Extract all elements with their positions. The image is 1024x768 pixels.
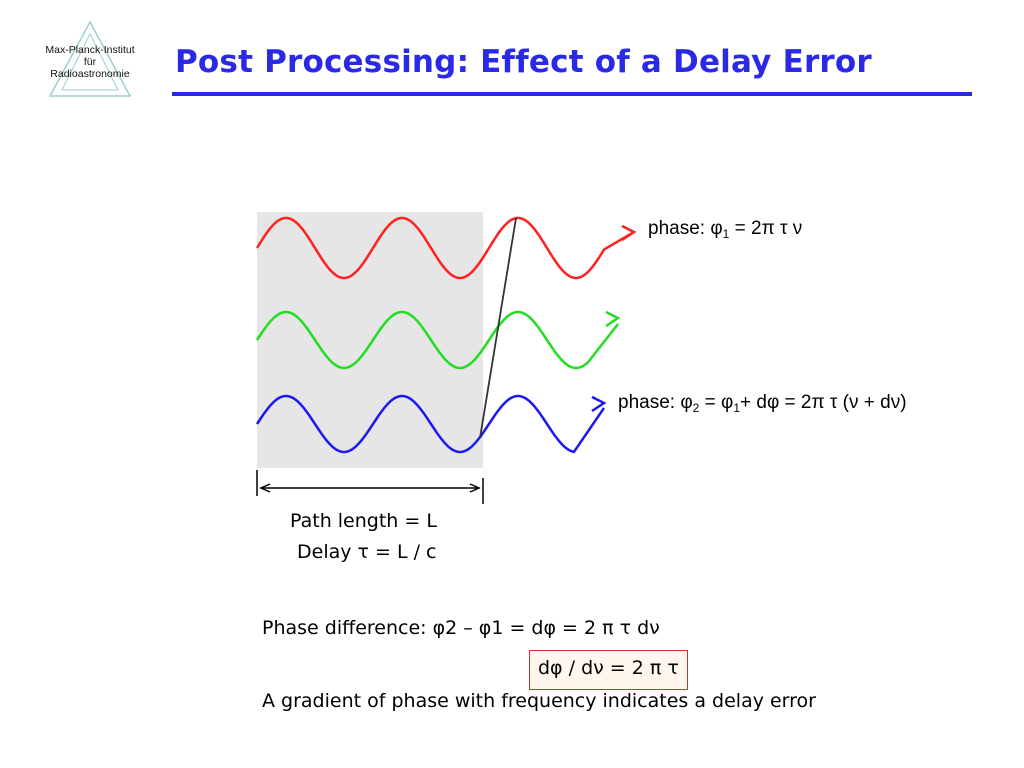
gradient-formula-box: dφ / dν = 2 π τ <box>529 650 688 690</box>
green-wave <box>255 310 619 370</box>
slide-title: Post Processing: Effect of a Delay Error <box>175 44 872 80</box>
logo-triangle-icon <box>48 20 132 97</box>
title-underline <box>172 92 972 96</box>
phase-difference-text: Phase difference: φ2 – φ1 = dφ = 2 π τ d… <box>262 617 660 639</box>
phase1-label: phase: φ1 = 2π τ ν <box>648 218 803 241</box>
blue-wave-arrowhead <box>591 395 607 413</box>
blue-wave <box>255 394 606 454</box>
institute-logo: Max-Planck-Institut für Radioastronomie <box>28 20 152 100</box>
phase-front-line <box>479 217 517 439</box>
logo-line-2: für <box>83 56 97 68</box>
path-length-label: Path length = L <box>290 510 437 532</box>
phase2-label: phase: φ2 = φ1+ dφ = 2π τ (ν + dν) <box>618 392 907 415</box>
red-wave-arrowhead <box>621 224 637 242</box>
logo-line-3: Radioastronomie <box>50 68 130 80</box>
delay-label: Delay τ = L / c <box>297 541 437 563</box>
red-wave <box>255 216 635 280</box>
path-length-arrowhead-right <box>469 483 481 493</box>
logo-text: Max-Planck-Institut für Radioastronomie <box>28 44 152 80</box>
conclusion-text: A gradient of phase with frequency indic… <box>262 690 816 712</box>
logo-line-1: Max-Planck-Institut <box>45 44 135 56</box>
green-wave-arrowhead <box>605 310 621 328</box>
path-length-arrowhead-left <box>259 483 271 493</box>
